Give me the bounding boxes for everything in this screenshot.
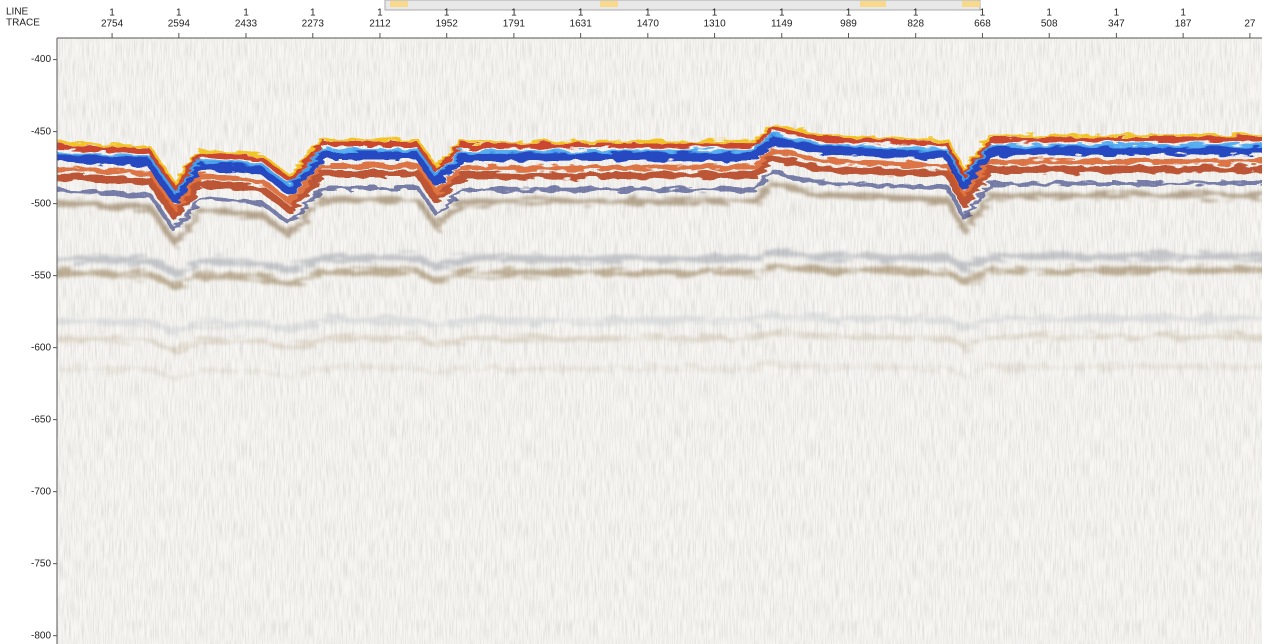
toolbar[interactable] xyxy=(384,0,981,11)
line-label: 1 xyxy=(846,8,852,19)
x-tick-label: 2754 xyxy=(101,19,124,30)
reflector xyxy=(57,312,1262,336)
reflector xyxy=(57,181,1262,246)
y-tick-label: -450 xyxy=(31,126,51,137)
y-tick-label: -650 xyxy=(31,414,51,425)
row-label: LINE xyxy=(6,7,29,18)
toolbar-button[interactable] xyxy=(860,1,886,7)
line-label: 1 xyxy=(913,8,919,19)
x-tick-label: 1310 xyxy=(703,19,726,30)
x-tick-label: 347 xyxy=(1108,19,1125,30)
reflector xyxy=(57,248,1262,277)
line-label: 1 xyxy=(578,8,584,19)
x-tick-label: 2594 xyxy=(168,19,191,30)
line-label: 1 xyxy=(1180,8,1186,19)
seismic-image xyxy=(57,38,1262,644)
y-tick-label: -500 xyxy=(31,198,51,209)
line-label: 1 xyxy=(1114,8,1120,19)
line-label: 1 xyxy=(377,8,383,19)
x-tick-label: 508 xyxy=(1041,19,1058,30)
x-tick-label: 668 xyxy=(974,19,991,30)
x-tick-label: 27 xyxy=(1244,19,1256,30)
reflector xyxy=(57,132,1262,195)
line-label: 1 xyxy=(1046,8,1052,19)
x-tick-label: 2273 xyxy=(302,19,325,30)
reflector xyxy=(57,154,1262,221)
reflector xyxy=(57,125,1262,190)
x-tick-label: 1631 xyxy=(570,19,593,30)
x-tick-label: 989 xyxy=(840,19,857,30)
x-tick-label: 187 xyxy=(1175,19,1192,30)
x-tick-label: 1149 xyxy=(771,19,793,30)
reflector xyxy=(57,170,1262,233)
line-label: 1 xyxy=(511,8,517,19)
line-label: 1 xyxy=(310,8,316,19)
line-label: 1 xyxy=(176,8,182,19)
reflector xyxy=(57,263,1262,291)
reflector xyxy=(57,362,1262,381)
reflector xyxy=(57,134,1262,203)
y-tick-label: -400 xyxy=(31,54,51,65)
y-tick-label: -750 xyxy=(31,558,51,569)
line-label: 1 xyxy=(243,8,249,19)
row-label: TRACE xyxy=(6,18,40,29)
toolbar-button[interactable] xyxy=(962,1,980,7)
line-label: 1 xyxy=(444,8,450,19)
reflector xyxy=(57,122,1262,185)
x-tick-label: 1791 xyxy=(503,19,526,30)
x-tick-label: 1952 xyxy=(436,19,459,30)
y-tick-label: -700 xyxy=(31,486,51,497)
y-tick-label: -550 xyxy=(31,270,51,281)
line-label: 1 xyxy=(645,8,651,19)
x-tick-label: 1470 xyxy=(637,19,660,30)
toolbar-button[interactable] xyxy=(390,1,408,7)
reflector xyxy=(57,147,1262,212)
line-label: 1 xyxy=(779,8,785,19)
reflector xyxy=(57,330,1262,354)
x-tick-label: 828 xyxy=(907,19,924,30)
y-tick-label: -600 xyxy=(31,342,51,353)
y-tick-label: -800 xyxy=(31,630,51,641)
line-label: 1 xyxy=(109,8,115,19)
toolbar-button[interactable] xyxy=(600,1,618,7)
line-label: 1 xyxy=(980,8,986,19)
x-tick-label: 2433 xyxy=(235,19,258,30)
line-label: 1 xyxy=(712,8,718,19)
x-tick-label: 2112 xyxy=(369,19,391,30)
